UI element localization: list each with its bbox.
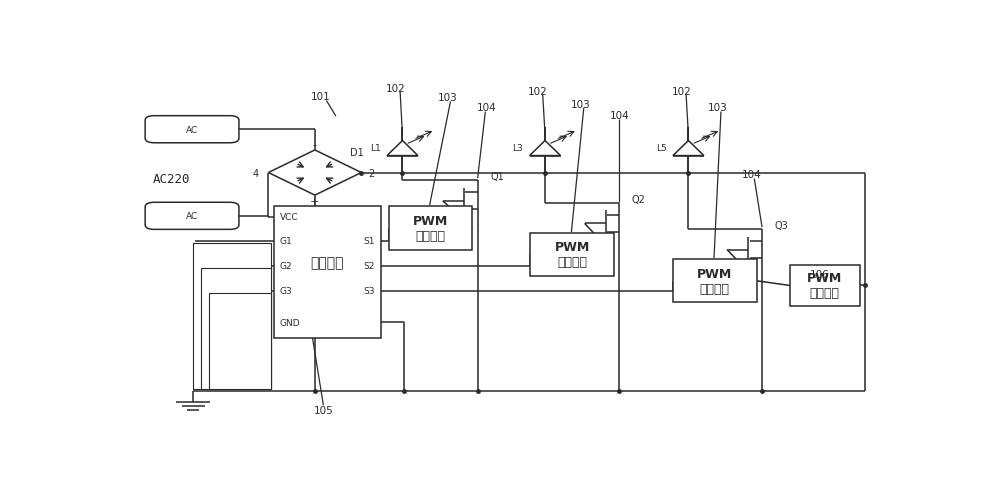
Text: L3: L3 <box>513 143 523 152</box>
Bar <box>193 243 271 389</box>
Bar <box>790 265 860 306</box>
Text: VCC: VCC <box>280 213 299 222</box>
Text: AC: AC <box>186 212 198 221</box>
Text: 102: 102 <box>672 87 691 97</box>
Bar <box>274 207 381 339</box>
Text: Q3: Q3 <box>774 221 788 231</box>
Text: S3: S3 <box>363 286 375 296</box>
Text: AC: AC <box>186 125 198 135</box>
Text: 驱动控制: 驱动控制 <box>311 255 344 269</box>
Text: PWM
控制开关: PWM 控制开关 <box>697 267 732 295</box>
Text: 104: 104 <box>610 111 629 121</box>
FancyBboxPatch shape <box>145 117 239 143</box>
Text: 102: 102 <box>528 87 548 97</box>
Polygon shape <box>530 141 561 156</box>
Text: PWM
信号输入: PWM 信号输入 <box>807 272 842 300</box>
Text: S2: S2 <box>363 262 375 271</box>
Text: 103: 103 <box>708 103 728 113</box>
Text: D1: D1 <box>350 147 364 158</box>
Text: S1: S1 <box>363 237 375 245</box>
Bar <box>673 260 757 303</box>
Text: L5: L5 <box>656 143 667 152</box>
FancyBboxPatch shape <box>145 203 239 230</box>
Bar <box>530 233 614 277</box>
Bar <box>209 293 271 389</box>
Text: 103: 103 <box>438 93 457 103</box>
Bar <box>201 268 271 389</box>
Polygon shape <box>673 141 704 156</box>
Text: 104: 104 <box>477 103 497 113</box>
Text: 2: 2 <box>368 168 375 178</box>
Text: G1: G1 <box>280 237 293 245</box>
Text: AC220: AC220 <box>153 172 190 185</box>
Text: 105: 105 <box>314 405 333 415</box>
Text: 4: 4 <box>253 168 259 178</box>
Bar <box>388 207 472 250</box>
Text: Q2: Q2 <box>632 195 646 204</box>
Text: 101: 101 <box>311 92 331 102</box>
Text: 104: 104 <box>741 170 761 180</box>
Polygon shape <box>387 141 418 156</box>
Text: G2: G2 <box>280 262 293 271</box>
Text: 102: 102 <box>386 83 405 94</box>
Text: L1: L1 <box>370 143 381 152</box>
Text: +: + <box>310 197 320 207</box>
Text: PWM
控制开关: PWM 控制开关 <box>413 215 448 243</box>
Text: 106: 106 <box>810 270 829 280</box>
Text: GND: GND <box>280 318 301 327</box>
Text: Q1: Q1 <box>490 172 504 182</box>
Text: 103: 103 <box>571 100 591 109</box>
Text: PWM
控制开关: PWM 控制开关 <box>555 241 590 269</box>
Text: -: - <box>313 140 317 150</box>
Text: G3: G3 <box>280 286 293 296</box>
